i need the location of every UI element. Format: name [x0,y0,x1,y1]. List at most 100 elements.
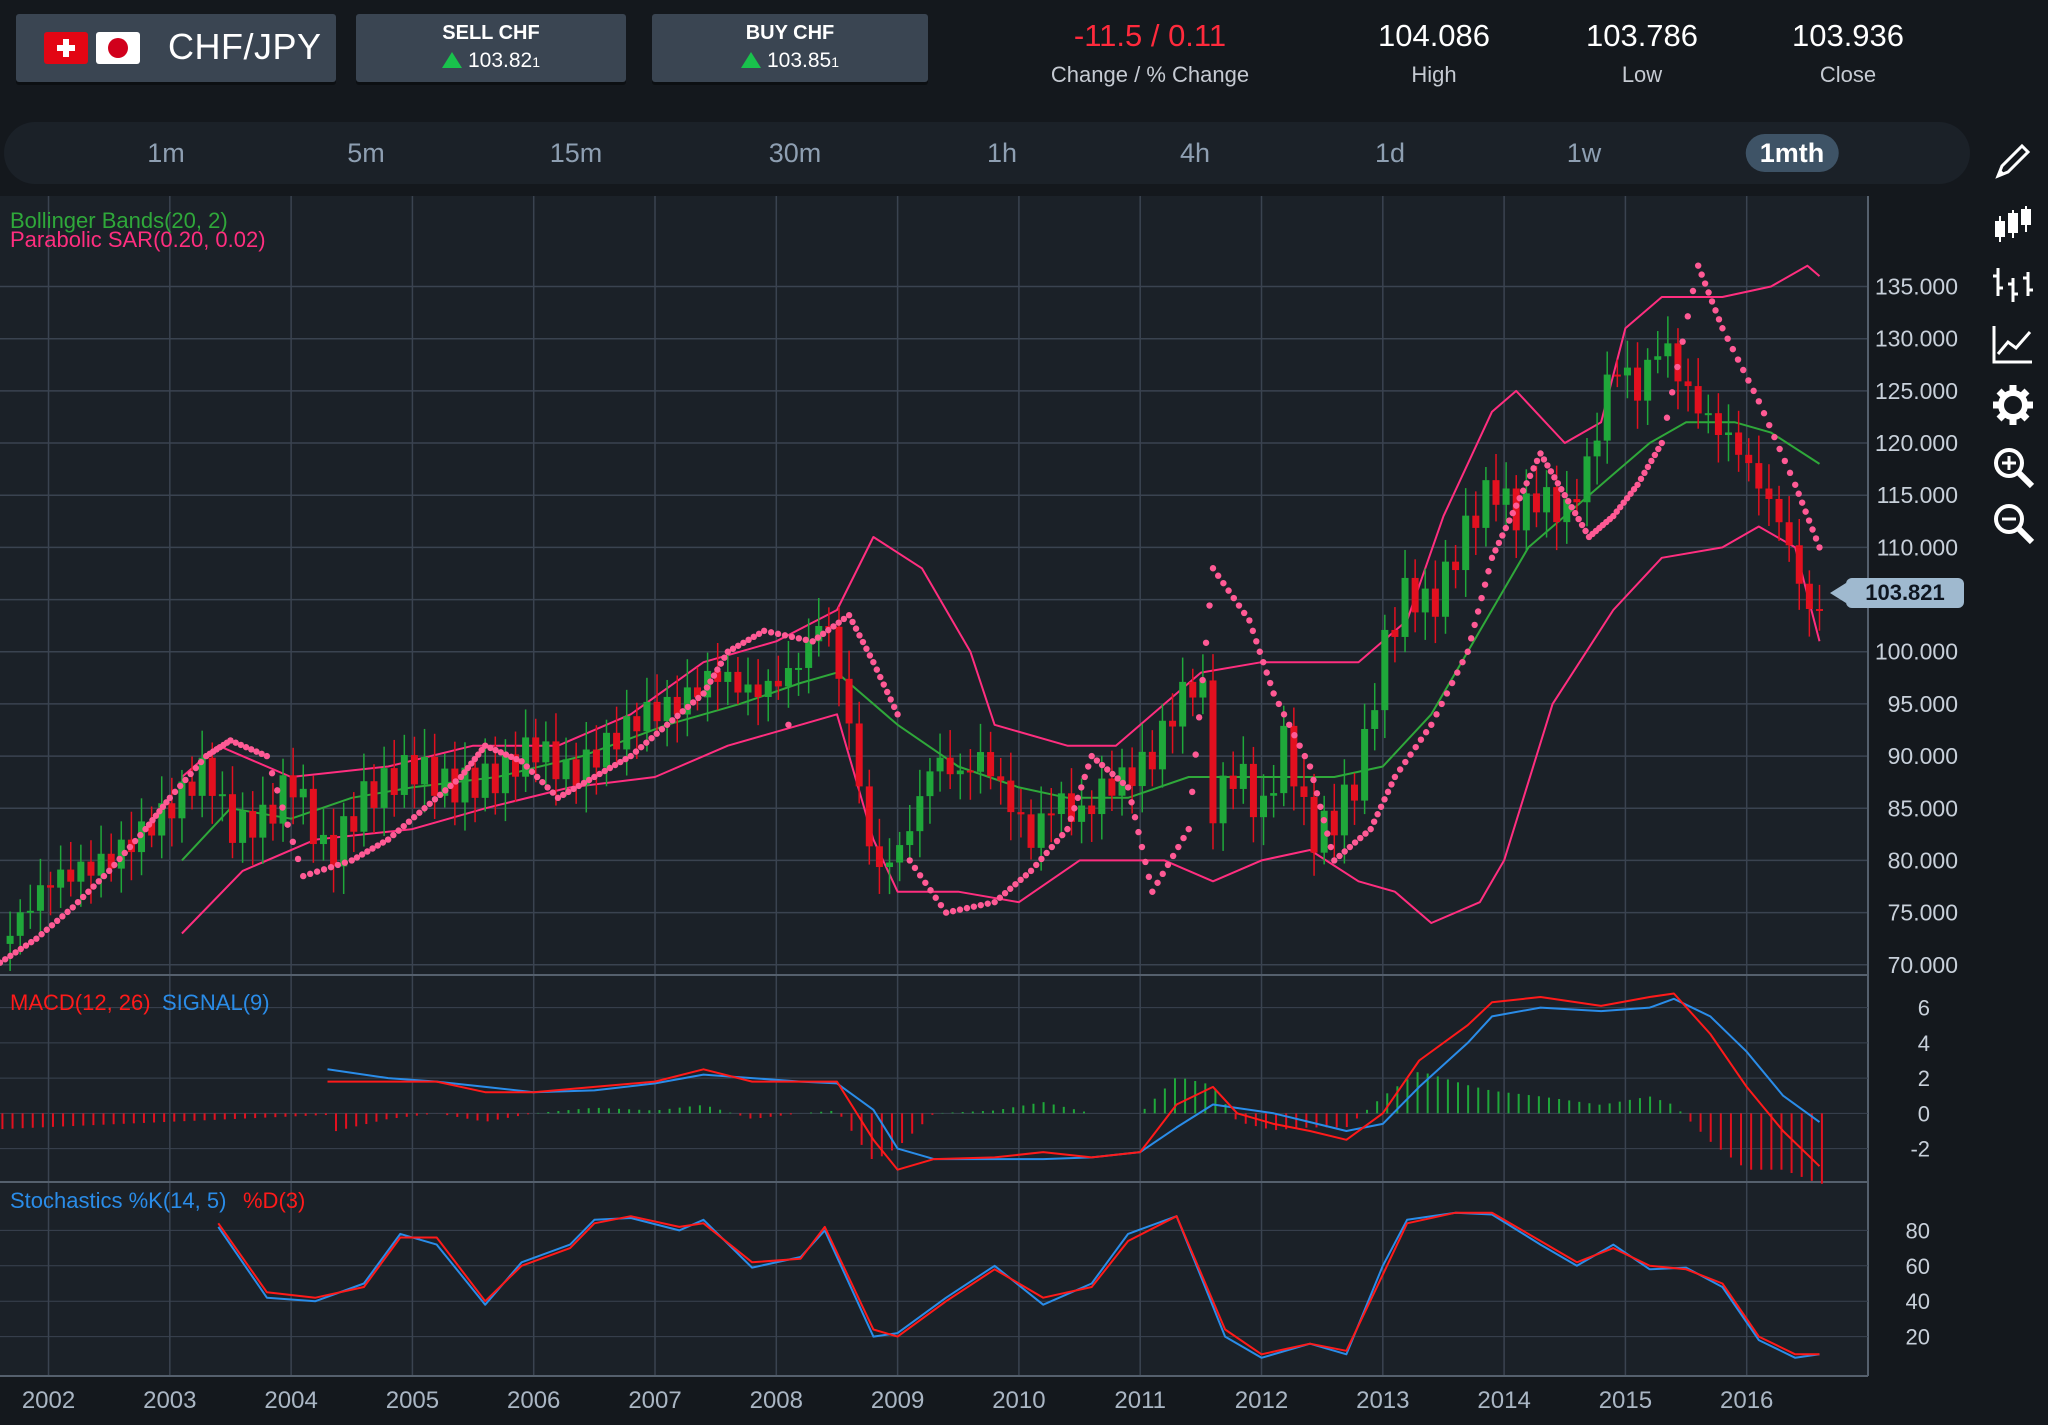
candle-body [319,834,327,845]
sar-dot [1067,815,1075,822]
candle-body [987,752,995,777]
sar-dot [1048,843,1056,851]
sar-dot [1195,714,1203,721]
sar-dot [1568,503,1575,511]
sar-dot [1526,472,1534,480]
macd-tick-label: 6 [1918,996,1930,1021]
tab-1m[interactable]: 1m [147,138,185,168]
x-tick-label: 2006 [507,1387,560,1414]
sar-dot [1499,532,1506,539]
candle-body [1735,432,1743,455]
sar-dot [679,708,686,715]
sar-dot [1169,852,1177,860]
y-tick-label: 95.000 [1888,691,1958,717]
tab-1h[interactable]: 1h [986,138,1018,168]
sar-dot [1719,325,1726,332]
candle-body [1361,728,1369,801]
candle-body [1290,725,1298,787]
gear-icon[interactable] [1978,376,2048,434]
zoom-in-icon[interactable] [1978,438,2048,496]
sar-dot [320,866,328,873]
sar-dot [1663,414,1671,421]
sar-dot [1270,690,1277,697]
sell-button[interactable]: SELL CHF 103.821 [356,14,626,82]
candle-body [1725,432,1733,436]
tab-1w[interactable]: 1w [1566,138,1602,168]
zoom-out-icon[interactable] [1978,494,2048,552]
tab-15m[interactable]: 15m [549,138,603,168]
sar-dot [1138,843,1146,851]
sar-dot [544,784,551,791]
candle-body [421,756,429,785]
sar-dot [513,755,520,763]
sar-dot [43,926,50,933]
sar-dot [1454,669,1461,676]
sar-dot [1230,594,1237,602]
sar-dot [353,854,361,861]
buy-button[interactable]: BUY CHF 103.851 [652,14,928,82]
tab-5m[interactable]: 5m [347,138,385,168]
y-tick-label: 100.000 [1875,639,1958,665]
sar-dot [1755,398,1763,405]
sar-dot [1644,463,1652,471]
sar-dot [1131,814,1139,821]
candle-body [886,862,894,868]
candle-body [724,671,732,682]
sar-dot [171,788,179,796]
line-chart-icon[interactable] [1978,316,2048,374]
tab-30m[interactable]: 30m [768,138,822,168]
pencil-icon[interactable] [1978,132,2048,190]
x-tick-label: 2002 [22,1387,75,1414]
sar-dot [1417,736,1425,743]
candle-body [6,935,14,944]
sar-dot [64,908,71,916]
y-tick-label: 135.000 [1875,274,1958,300]
candle-body [1441,561,1449,617]
sar-dot [894,711,901,718]
sar-dot [663,721,671,728]
tab-1d[interactable]: 1d [1374,138,1406,168]
tab-4h[interactable]: 4h [1179,138,1211,168]
macd-legend: MACD(12, 26) [10,990,151,1015]
sar-dot [447,782,454,790]
sar-dot [1658,439,1665,447]
candlestick-icon[interactable] [1978,196,2048,254]
candle-body [613,732,621,750]
low-label: Low [1621,62,1663,87]
sar-dot [497,749,504,756]
sar-dot [306,870,314,878]
sar-dot [984,900,991,907]
bar-chart-icon[interactable] [1978,256,2048,314]
sar-dot [1142,858,1149,866]
sar-dot [1674,363,1681,371]
candle-body [47,885,55,888]
sar-dot [59,913,66,920]
candle-body [1270,793,1278,796]
candle-body [1815,608,1823,611]
sar-dot [1202,639,1210,646]
sar-dot [774,630,782,638]
sar-dot [1648,457,1655,465]
sar-dot [431,796,439,803]
sar-dot [539,778,546,786]
sar-dot [384,836,392,843]
instrument-selector[interactable]: CHF/JPY [16,14,336,82]
candle-body [1047,813,1055,816]
candle-body [198,757,206,796]
sar-dot [1214,572,1222,579]
sar-dot [232,739,239,746]
tab-1mth[interactable]: 1mth [1745,134,1839,172]
price-chart[interactable]: 2002 2003 2004 2005 2006 2007 2008 2009 2010 2011… [0,195,1976,1425]
sar-legend: Parabolic SAR(0.20, 0.02) [10,227,266,252]
sar-dot [1071,805,1078,812]
sar-dot [703,684,711,691]
candle-body [1169,720,1177,727]
sar-dot [197,758,205,766]
sar-dot [1336,852,1343,860]
sar-dot [1740,366,1747,374]
candle-body [1330,810,1338,836]
sar-dot [1351,839,1359,846]
sar-dot [714,666,721,673]
sar-dot [1206,602,1213,609]
sar-dot [1516,494,1523,502]
